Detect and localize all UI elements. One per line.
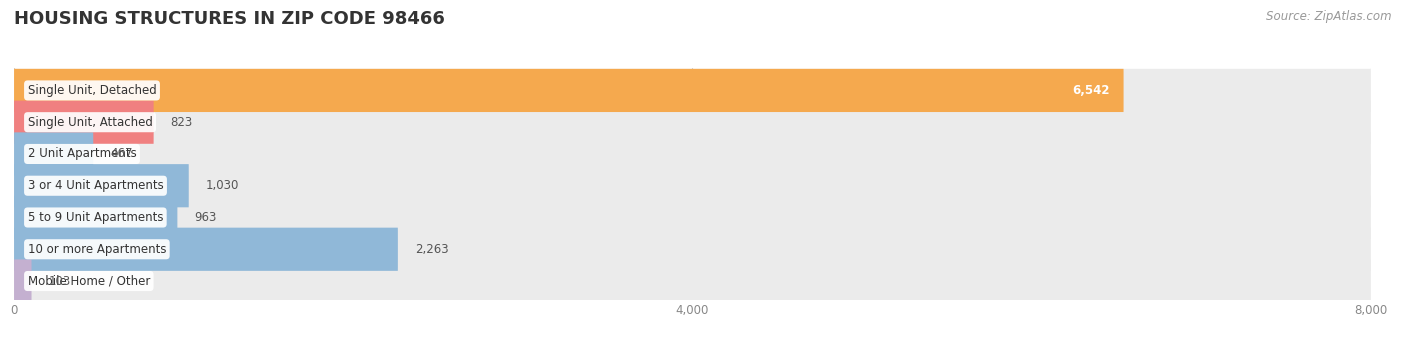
FancyBboxPatch shape: [14, 228, 1371, 271]
Text: Single Unit, Detached: Single Unit, Detached: [28, 84, 156, 97]
FancyBboxPatch shape: [14, 196, 177, 239]
FancyBboxPatch shape: [14, 132, 93, 176]
FancyBboxPatch shape: [14, 164, 188, 207]
Text: 10 or more Apartments: 10 or more Apartments: [28, 243, 166, 256]
Text: 467: 467: [110, 147, 132, 161]
Text: Single Unit, Attached: Single Unit, Attached: [28, 116, 152, 129]
Text: 5 to 9 Unit Apartments: 5 to 9 Unit Apartments: [28, 211, 163, 224]
FancyBboxPatch shape: [14, 69, 1371, 112]
Text: 3 or 4 Unit Apartments: 3 or 4 Unit Apartments: [28, 179, 163, 192]
Text: Source: ZipAtlas.com: Source: ZipAtlas.com: [1267, 10, 1392, 23]
Text: 2,263: 2,263: [415, 243, 449, 256]
Text: 963: 963: [194, 211, 217, 224]
FancyBboxPatch shape: [14, 164, 1371, 207]
FancyBboxPatch shape: [14, 69, 1123, 112]
FancyBboxPatch shape: [14, 260, 31, 302]
Text: Mobile Home / Other: Mobile Home / Other: [28, 275, 150, 287]
Text: HOUSING STRUCTURES IN ZIP CODE 98466: HOUSING STRUCTURES IN ZIP CODE 98466: [14, 10, 444, 28]
Text: 1,030: 1,030: [205, 179, 239, 192]
Text: 103: 103: [48, 275, 70, 287]
FancyBboxPatch shape: [14, 132, 1371, 176]
FancyBboxPatch shape: [14, 196, 1371, 239]
Text: 823: 823: [170, 116, 193, 129]
Text: 6,542: 6,542: [1073, 84, 1109, 97]
FancyBboxPatch shape: [14, 228, 398, 271]
FancyBboxPatch shape: [14, 101, 153, 144]
Text: 2 Unit Apartments: 2 Unit Apartments: [28, 147, 136, 161]
FancyBboxPatch shape: [14, 101, 1371, 144]
FancyBboxPatch shape: [14, 260, 1371, 302]
